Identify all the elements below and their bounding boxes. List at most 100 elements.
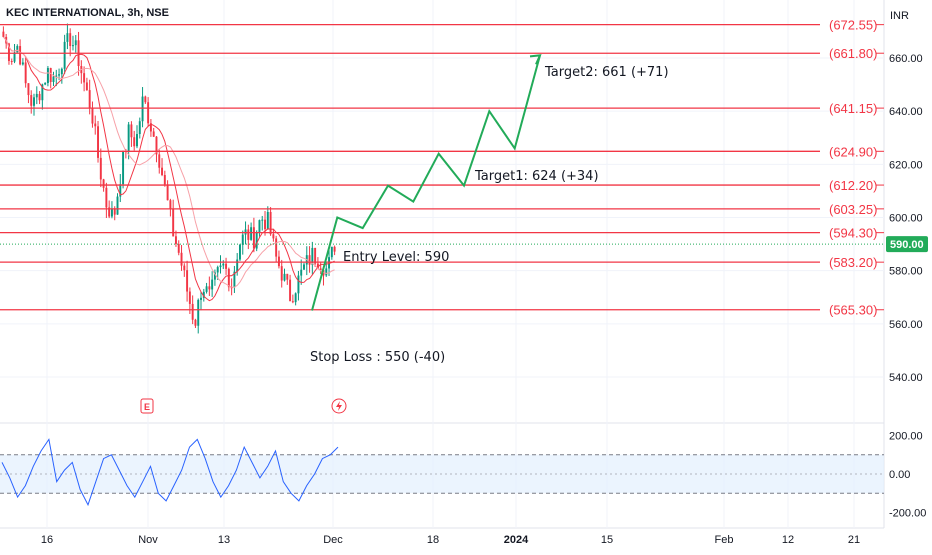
fast-moving-average [3, 36, 335, 302]
candle-body [141, 96, 144, 122]
candle-body [177, 243, 180, 253]
oscillator-band [0, 454, 884, 494]
candle-body [216, 267, 219, 273]
candle-body [200, 297, 202, 300]
candle-body [294, 293, 297, 303]
earnings-icon[interactable]: E [140, 398, 154, 414]
slow-moving-average [3, 36, 335, 288]
candle-body [230, 287, 233, 289]
candle-body [122, 150, 125, 185]
entry-annotation: Entry Level: 590 [343, 250, 449, 265]
candle-body [85, 82, 88, 91]
candle-body [33, 97, 35, 106]
candle-body [289, 279, 292, 302]
candle-body [138, 121, 141, 135]
time-tick-label: 16 [41, 534, 53, 546]
target1-annotation: Target1: 624 (+34) [474, 169, 599, 184]
level-label: (565.30) [829, 303, 877, 318]
candle-body [105, 187, 108, 208]
candle-body [211, 279, 214, 290]
dividend-icon[interactable] [331, 398, 347, 414]
candle-body [275, 238, 278, 257]
candle-body [130, 124, 133, 138]
candle-body [316, 263, 319, 269]
price-tick-label: 620.00 [889, 159, 923, 171]
candle-body [133, 137, 136, 147]
price-tick-label: 640.00 [889, 106, 923, 118]
candle-body [269, 211, 272, 235]
candle-body [286, 273, 289, 280]
candle-body [255, 232, 258, 249]
candle-body [13, 52, 16, 62]
candle-body [261, 219, 264, 221]
candle-body [247, 229, 250, 240]
price-tick-label: 660.00 [889, 53, 923, 65]
candle-body [119, 184, 122, 197]
candle-body [91, 108, 94, 124]
projection-path [311, 54, 542, 311]
candle-body [102, 179, 105, 188]
price-tick-label: 600.00 [889, 213, 923, 225]
candle-body [66, 33, 69, 42]
candle-body [10, 60, 13, 62]
candle-body [266, 211, 269, 230]
time-tick-label: 13 [218, 534, 230, 546]
candle-body [169, 200, 172, 209]
oscillator-tick-label: -200.00 [889, 508, 926, 520]
price-tick-label: 560.00 [889, 319, 923, 331]
candle-body [233, 271, 236, 288]
level-label: (624.90) [829, 144, 877, 159]
last-price-label: 590.00 [890, 239, 924, 251]
candle-body [149, 123, 152, 132]
candle-body [74, 40, 77, 46]
candle-body [144, 96, 147, 103]
candle-body [83, 73, 86, 83]
currency-label[interactable]: INR [890, 10, 909, 22]
stoploss-annotation: Stop Loss : 550 (-40) [310, 350, 445, 365]
candle-body [7, 43, 10, 61]
target2-annotation: Target2: 661 (+71) [544, 65, 669, 80]
candle-body [191, 303, 194, 320]
oscillator-tick-label: 200.00 [889, 431, 923, 443]
candle-body [283, 273, 286, 281]
time-tick-label: 15 [601, 534, 613, 546]
candle-body [280, 266, 283, 281]
candle-body [113, 208, 116, 215]
candle-body [41, 84, 44, 101]
candle-body [166, 184, 169, 201]
candle-body [319, 268, 322, 271]
candle-body [52, 76, 55, 82]
time-tick-label: 21 [848, 534, 860, 546]
time-tick-label: Feb [715, 534, 734, 546]
candle-body [116, 196, 119, 215]
candle-body [222, 263, 225, 266]
oscillator-series [1, 438, 339, 507]
candle-body [72, 45, 74, 47]
candle-body [264, 219, 266, 230]
candle-body [297, 275, 300, 294]
svg-text:E: E [144, 402, 150, 412]
moving-averages [3, 36, 335, 302]
candle-body [99, 157, 102, 180]
candle-body [49, 68, 52, 82]
level-label: (641.15) [829, 101, 877, 116]
candle-body [2, 31, 5, 37]
candle-body [60, 68, 63, 75]
candle-body [30, 95, 33, 106]
chart-symbol-title: KEC INTERNATIONAL, 3h, NSE [6, 7, 169, 19]
candle-body [21, 62, 24, 65]
level-label: (612.20) [829, 178, 877, 193]
time-tick-label: Dec [323, 534, 343, 546]
candle-body [108, 207, 111, 217]
candle-body [35, 93, 38, 98]
level-label: (603.25) [829, 202, 877, 217]
candle-body [325, 268, 328, 276]
candle-body [155, 136, 158, 155]
projection-line [311, 55, 541, 311]
time-tick-label: 2024 [504, 534, 529, 546]
level-labels: (672.55) (661.80) (641.15) (624.90) (612.20)… [829, 18, 877, 318]
grid-layer [0, 0, 884, 528]
oscillator-axis: 200.00 0.00 -200.00 [889, 431, 926, 520]
